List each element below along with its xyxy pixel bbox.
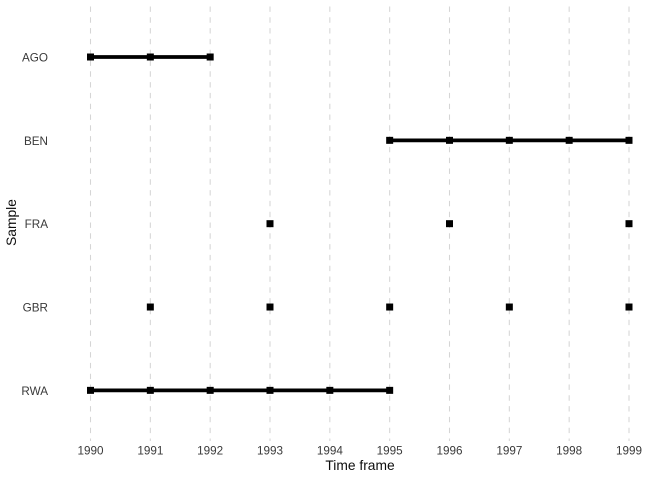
svg-text:1991: 1991	[137, 445, 163, 458]
svg-text:RWA: RWA	[21, 385, 48, 398]
svg-text:1994: 1994	[317, 445, 344, 458]
svg-text:1993: 1993	[257, 445, 283, 458]
svg-text:1999: 1999	[616, 445, 642, 458]
svg-text:1995: 1995	[377, 445, 404, 458]
svg-text:Time frame: Time frame	[325, 458, 395, 473]
svg-text:1998: 1998	[556, 445, 582, 458]
svg-text:1996: 1996	[436, 445, 462, 458]
svg-text:FRA: FRA	[25, 218, 49, 231]
svg-text:1992: 1992	[197, 445, 223, 458]
svg-text:BEN: BEN	[24, 135, 48, 148]
svg-text:1990: 1990	[77, 445, 104, 458]
svg-text:1997: 1997	[496, 445, 522, 458]
svg-text:AGO: AGO	[22, 52, 48, 65]
svg-text:Sample: Sample	[4, 199, 19, 246]
svg-text:GBR: GBR	[23, 302, 48, 315]
